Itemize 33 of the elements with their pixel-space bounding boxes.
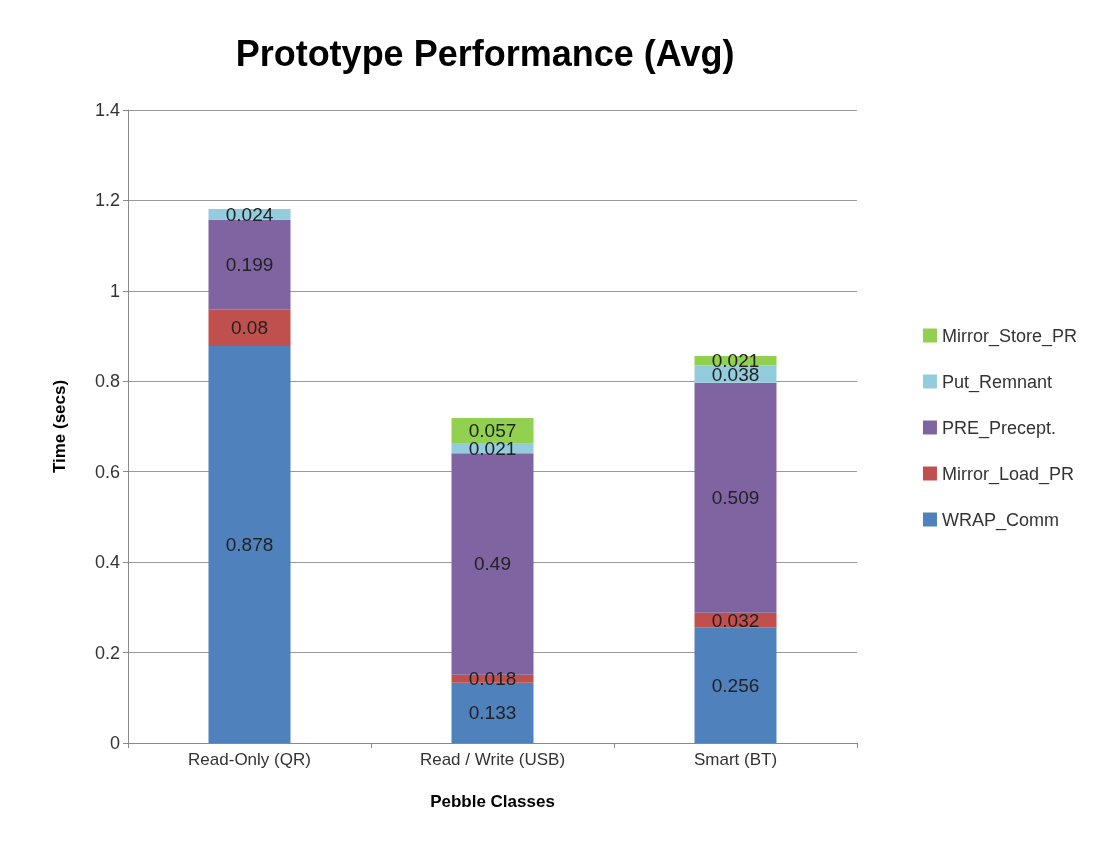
x-tick-label: Read / Write (USB) — [419, 750, 566, 769]
chart-title: Prototype Performance (Avg) — [235, 32, 735, 74]
y-tick-label: 1.4 — [94, 100, 120, 120]
data-label: 0.032 — [711, 609, 760, 631]
y-tick-label: 1 — [109, 280, 120, 301]
data-label: 0.024 — [225, 203, 274, 225]
data-label: 0.133 — [468, 702, 517, 724]
data-label: 0.199 — [225, 254, 274, 276]
bar — [694, 382, 777, 613]
bar — [208, 219, 291, 310]
y-tick-label: 0.2 — [94, 642, 120, 663]
x-tick-label: Smart (BT) — [693, 750, 778, 769]
legend-label: Mirror_Load_PR — [941, 463, 1075, 485]
data-label: 0.49 — [474, 553, 511, 575]
y-tick-label: 0.8 — [94, 371, 120, 392]
y-tick-label: 1.2 — [94, 190, 120, 211]
x-tick-label: Read-Only (QR) — [188, 750, 311, 769]
legend-label: Put_Remnant — [941, 371, 1053, 393]
legend-label: PRE_Precept. — [941, 417, 1057, 439]
y-tick-label: 0.4 — [94, 552, 120, 573]
data-label: 0.878 — [225, 534, 274, 556]
x-axis-title: Pebble Classes — [430, 792, 555, 811]
data-label: 0.509 — [711, 487, 760, 509]
bar — [208, 346, 291, 743]
y-tick-label: 0.6 — [94, 461, 120, 482]
bar — [694, 627, 777, 743]
y-tick-label: 0 — [109, 733, 120, 753]
y-axis-title: Time (secs) — [50, 379, 69, 474]
legend-label: Mirror_Store_PR — [941, 325, 1078, 347]
data-label: 0.08 — [231, 317, 268, 339]
legend-label: WRAP_Comm — [941, 509, 1059, 531]
data-label: 0.256 — [711, 674, 760, 696]
bar — [208, 309, 291, 347]
